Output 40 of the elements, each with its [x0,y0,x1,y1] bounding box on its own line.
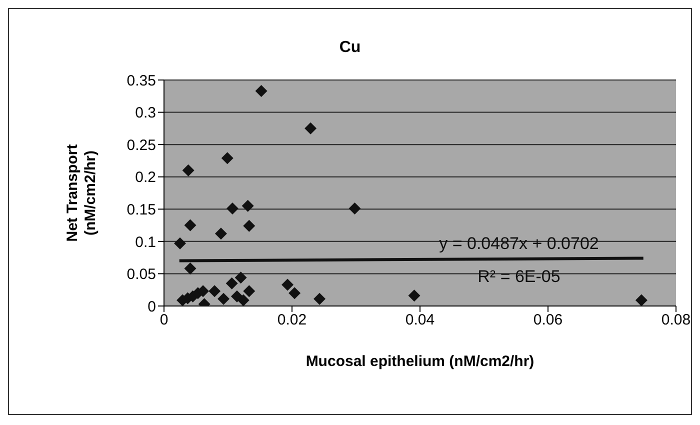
x-tick-label: 0.04 [405,312,435,329]
point [255,84,268,97]
x-tick-label: 0 [160,312,168,329]
y-tick-label: 0 [148,298,156,316]
y-tick-label: 0.05 [126,266,156,284]
y-tick-label: 0.3 [135,104,156,122]
point [230,290,243,302]
point [226,202,238,214]
chart-title: Cu [338,39,362,57]
x-tick-label: 0.08 [661,312,691,329]
point [184,219,196,232]
point [214,228,227,240]
point [314,292,326,305]
point [221,152,234,164]
x-tick-label: 0.06 [533,312,563,329]
point [184,262,196,275]
point [635,294,648,306]
y-tick-label: 0.2 [135,169,156,186]
point [234,272,247,284]
point [174,237,186,250]
point [304,122,317,134]
x-axis-title: Mucosal epithelium (nM/cm2/hr) [306,353,534,370]
y-tick-label: 0.1 [135,234,156,251]
point [242,200,254,212]
point [208,285,221,298]
point [408,290,420,302]
point [282,278,294,291]
point [243,285,256,298]
y-tick-label: 0.25 [126,136,156,154]
point [243,220,256,232]
point [348,202,361,214]
point [226,277,238,290]
y-tick-label: 0.15 [126,201,156,218]
point [237,294,250,306]
y-axis-title: Net Transport (nM/cm2/hr) [64,144,99,242]
point [218,292,230,305]
y-tick-label: 0.35 [126,72,156,90]
x-tick-label: 0.02 [277,312,307,329]
point [182,164,194,176]
point [288,287,301,300]
